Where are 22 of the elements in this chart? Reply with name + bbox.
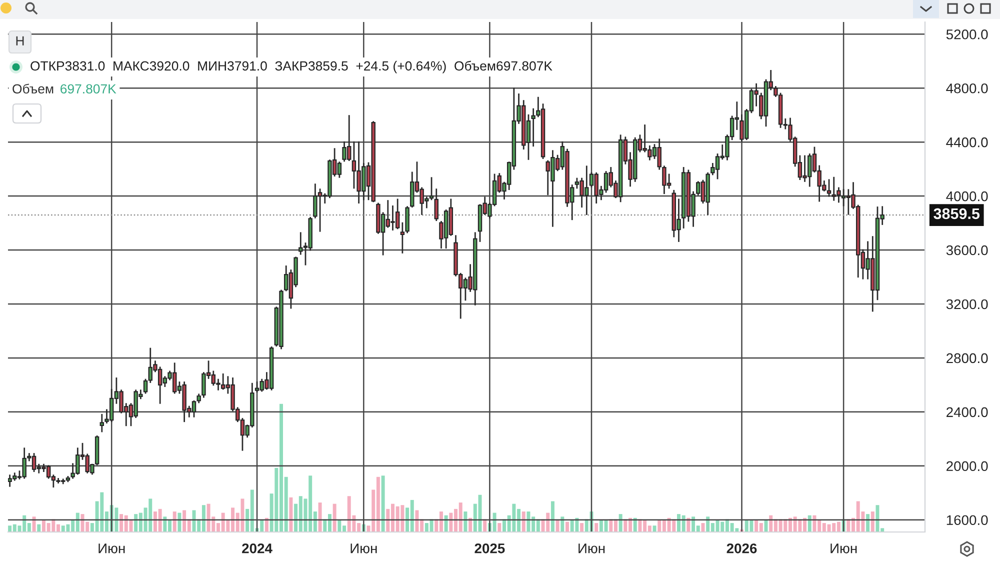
x-tick-label: Июн	[98, 544, 125, 554]
annotation: ОТКР3831.0 МАКС3920.0 МИН3791.0 ЗАКР3859.5 +24.5 (+0.64%) Объем697.807K	[30, 60, 552, 74]
y-tick-label: 3600.0	[946, 245, 988, 256]
y-tick-label: 1600.0	[946, 515, 988, 526]
annotation: Н	[16, 36, 24, 46]
x-tick-label: 2024	[242, 543, 272, 554]
y-tick-label: 2800.0	[946, 353, 988, 364]
y-tick-label: 4000.0	[946, 191, 988, 202]
annotation: 697.807K	[60, 84, 116, 94]
x-tick-label: Июн	[830, 544, 857, 554]
x-tick-label: 2026	[726, 543, 757, 554]
y-tick-label: 2000.0	[946, 461, 988, 472]
x-tick-label: 2025	[474, 543, 505, 554]
y-tick-label: 4800.0	[946, 83, 988, 94]
y-tick-label: 4400.0	[946, 137, 988, 148]
annotation: Объем	[12, 84, 54, 94]
y-tick-label: 3200.0	[946, 299, 988, 310]
x-tick-label: Июн	[350, 544, 377, 554]
ref-line-label: 3859.5	[934, 208, 980, 220]
x-tick-label: Июн	[578, 544, 605, 554]
y-tick-label: 5200.0	[946, 29, 988, 40]
y-tick-label: 2400.0	[946, 407, 988, 418]
